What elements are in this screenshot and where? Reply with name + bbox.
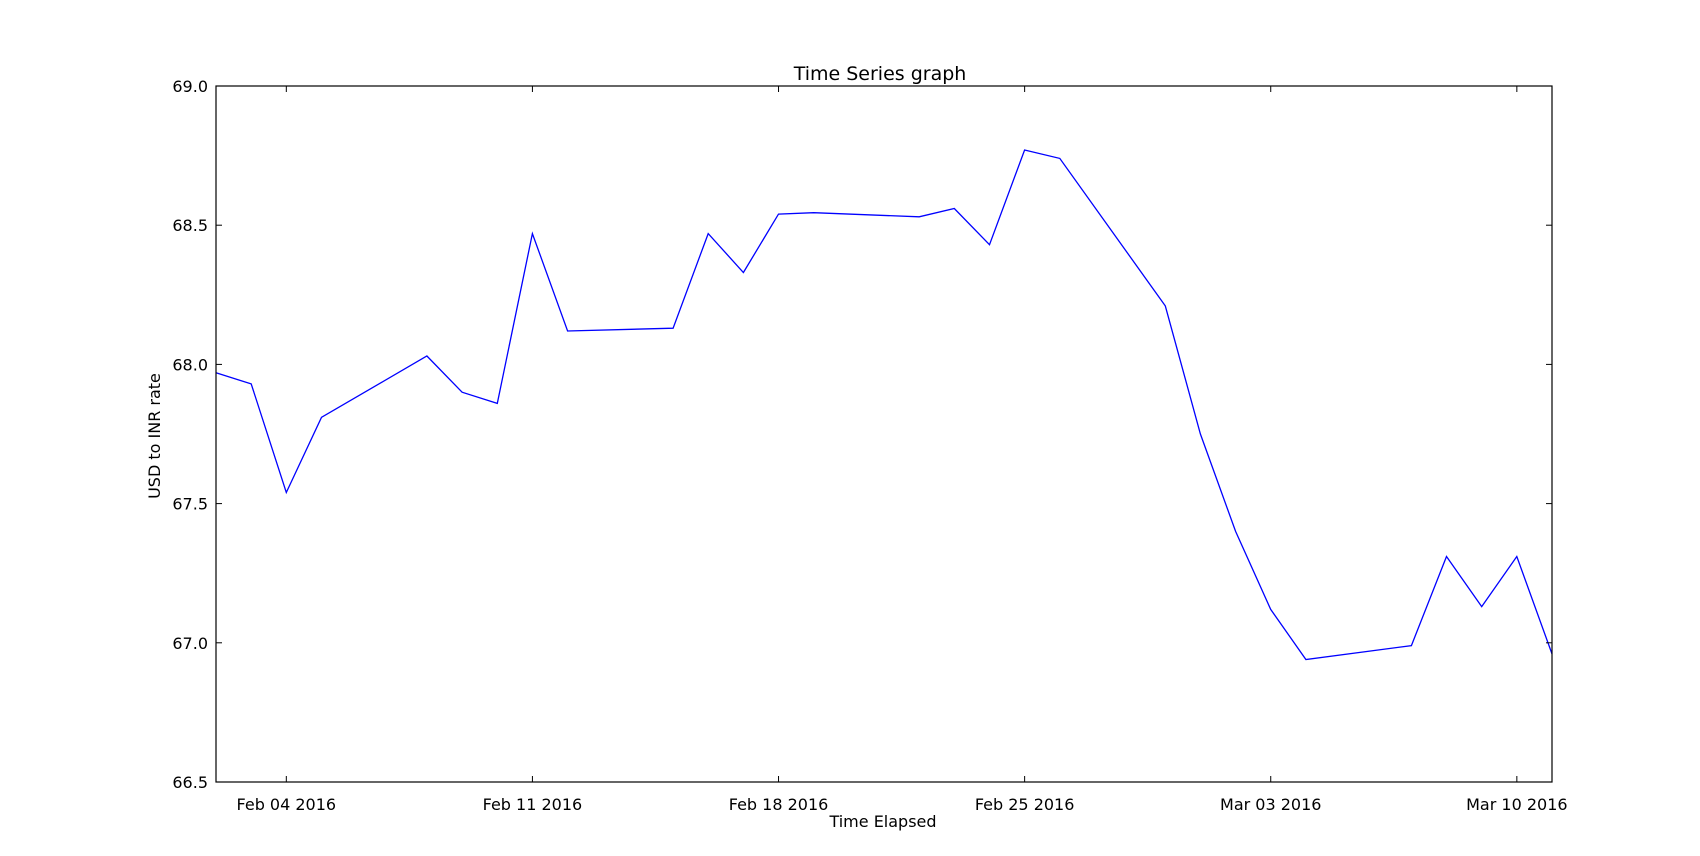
x-axis: Feb 04 2016 Feb 11 2016 Feb 18 2016 Feb 25 … [237,86,1568,814]
series-line [215,149,1553,661]
y-axis: 66.5 67.0 67.5 68.0 68.5 69.0 [172,77,1552,792]
x-tick-label: Feb 04 2016 [237,795,337,814]
y-tick-label: 66.5 [172,773,208,792]
plot-area [215,85,1553,783]
x-axis-title: Time Elapsed [828,812,936,831]
chart-title: Time Series graph [793,63,967,85]
x-tick-label: Mar 03 2016 [1220,795,1321,814]
y-tick-label: 67.5 [172,495,208,514]
x-tick-label: Mar 10 2016 [1466,795,1567,814]
x-tick-label: Feb 11 2016 [483,795,583,814]
y-tick-label: 68.0 [172,355,208,374]
y-tick-label: 68.5 [172,216,208,235]
x-tick-label: Feb 25 2016 [975,795,1075,814]
y-axis-title: USD to INR rate [145,373,164,499]
y-tick-label: 67.0 [172,634,208,653]
plot-frame [215,85,1553,783]
x-tick-label: Feb 18 2016 [729,795,829,814]
y-tick-label: 69.0 [172,77,208,96]
